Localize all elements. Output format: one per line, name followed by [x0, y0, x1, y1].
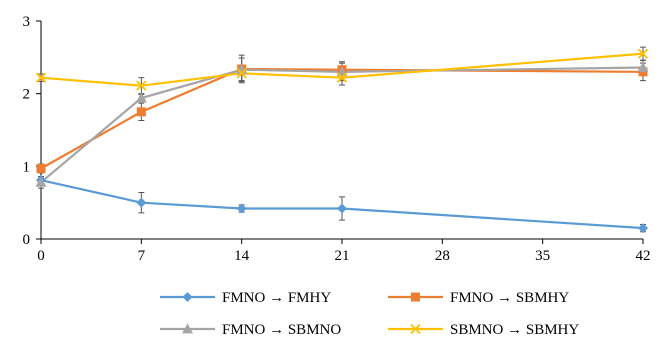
data-point	[35, 176, 47, 187]
data-point	[236, 203, 247, 214]
data-point	[236, 68, 247, 79]
y-tick-label: 0	[23, 232, 31, 248]
x-tick-label: 0	[37, 248, 45, 264]
legend-label: FMNO → SBMHY	[450, 290, 569, 306]
data-point	[637, 48, 649, 59]
y-tick-label: 1	[23, 159, 31, 175]
x-tick-label: 35	[535, 248, 550, 264]
x-tick-label: 28	[435, 248, 450, 264]
data-point	[638, 223, 648, 234]
data-point	[36, 164, 46, 174]
legend-swatch-marker	[411, 292, 420, 302]
x-tick-label: 21	[335, 248, 350, 264]
x-tick-label: 7	[138, 248, 146, 264]
data-point	[136, 197, 147, 208]
x-tick-label: 42	[636, 248, 651, 264]
data-point	[637, 62, 649, 72]
data-point	[136, 80, 147, 91]
legend-swatch-marker	[182, 323, 193, 334]
data-point	[135, 92, 147, 103]
legend-swatch-marker	[182, 292, 193, 302]
series-markers	[35, 48, 649, 234]
x-tick-label: 14	[234, 248, 250, 264]
legend: FMNO → FMHY FMNO → SBMHY FMNO → SBMNO SBMNO…	[160, 290, 579, 338]
y-tick-label: 3	[23, 14, 31, 30]
legend-label: SBMNO → SBMHY	[450, 322, 579, 338]
legend-label: FMNO → SBMNO	[222, 322, 341, 338]
data-point	[136, 107, 146, 117]
legend-label: FMNO → FMHY	[222, 290, 331, 306]
data-point	[337, 203, 347, 214]
data-point	[35, 72, 47, 83]
axes: 0 1 2 3 0 7 14 21 28 35 42	[23, 14, 651, 264]
data-point	[336, 72, 348, 83]
legend-swatch-marker	[410, 323, 421, 335]
y-tick-label: 2	[23, 87, 31, 103]
